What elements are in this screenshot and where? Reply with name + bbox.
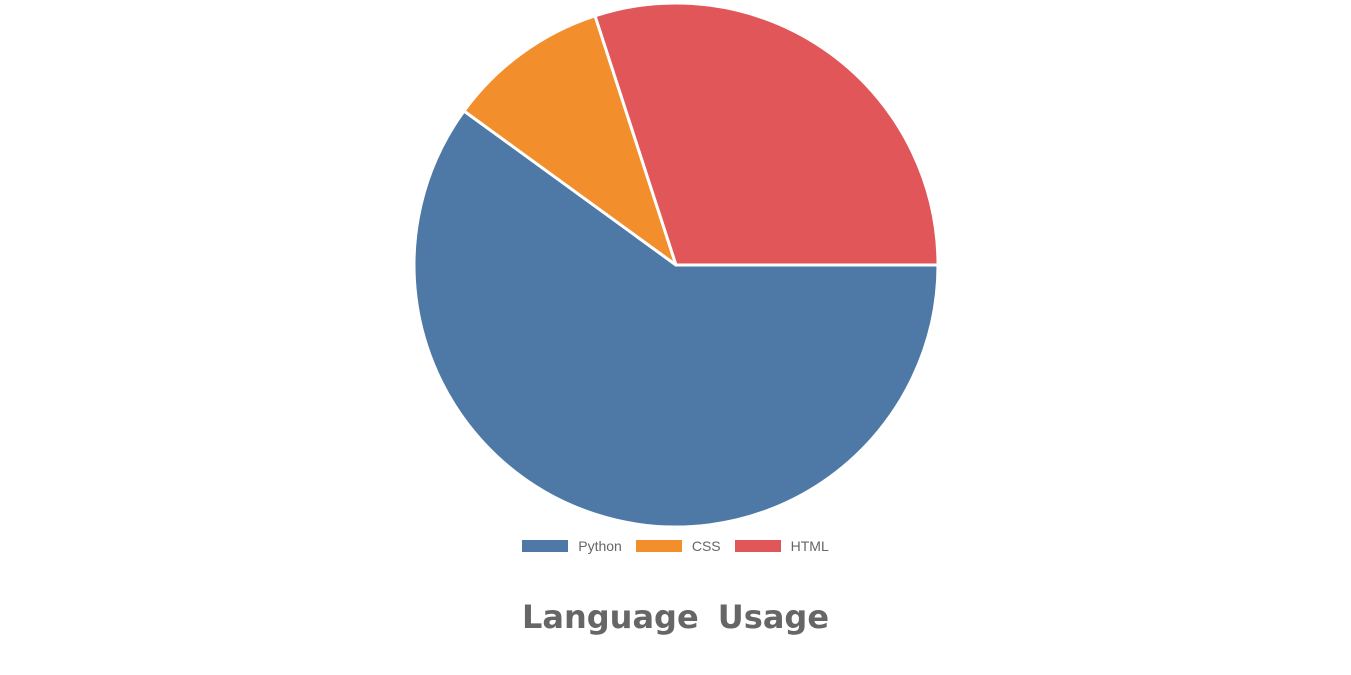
legend-item-html[interactable]: HTML [734, 538, 829, 554]
legend-swatch [734, 540, 781, 552]
pie-slice-python[interactable] [412, 109, 940, 529]
legend-swatch [522, 540, 569, 552]
pie-chart [412, 1, 940, 529]
legend-item-python[interactable]: Python [522, 538, 622, 554]
legend-label: HTML [790, 538, 829, 554]
chart-legend: Python CSS HTML [0, 538, 1351, 554]
pie-slice-html[interactable] [593, 1, 940, 267]
legend-label: Python [578, 538, 622, 554]
legend-swatch [635, 540, 682, 552]
legend-label: CSS [691, 538, 721, 554]
chart-title: Language Usage [521, 598, 830, 636]
pie-slice-css[interactable] [462, 14, 678, 267]
legend-item-css[interactable]: CSS [635, 538, 721, 554]
